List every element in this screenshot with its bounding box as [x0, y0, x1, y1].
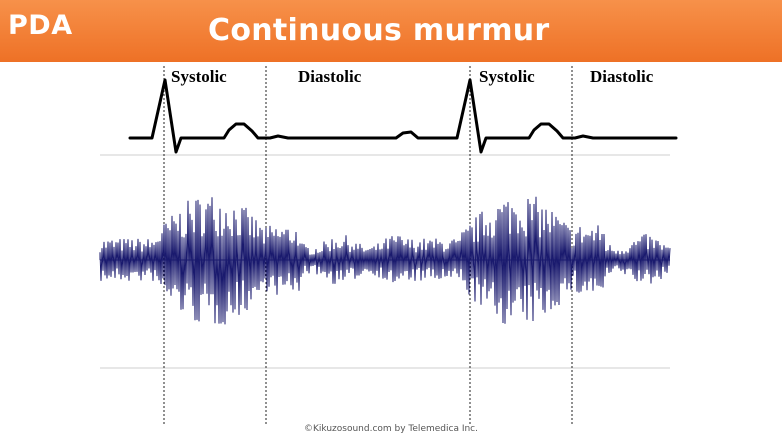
- phase-label-systolic-1: Systolic: [171, 67, 227, 86]
- phase-label-diastolic-1: Diastolic: [298, 67, 362, 86]
- page-title: Continuous murmur: [208, 13, 550, 48]
- phase-label-diastolic-2: Diastolic: [590, 67, 654, 86]
- phase-label-systolic-2: Systolic: [479, 67, 535, 86]
- copyright-credit: ©Kikuzosound.com by Telemedica Inc.: [304, 424, 478, 434]
- ecg-trace: [128, 78, 678, 154]
- header-bar: PDA Continuous murmur: [0, 0, 782, 62]
- murmur-waveform: [99, 196, 671, 325]
- badge-label: PDA: [8, 10, 73, 41]
